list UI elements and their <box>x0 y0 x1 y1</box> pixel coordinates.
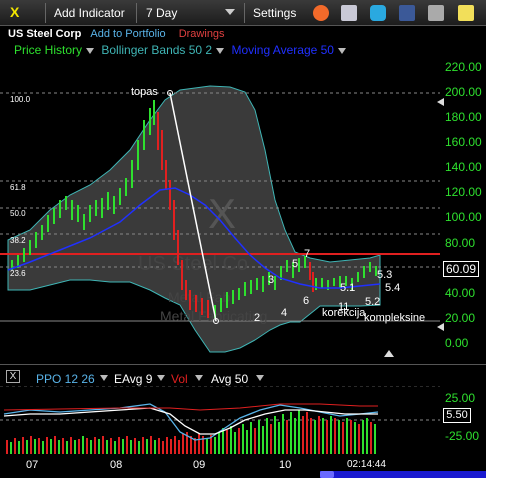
fib-level-label: 38.2 <box>10 236 26 245</box>
chevron-down-icon[interactable] <box>225 9 235 15</box>
price-candles-down <box>157 112 314 318</box>
chevron-down-icon[interactable] <box>86 47 95 54</box>
fib-level-label: 61.8 <box>10 183 26 192</box>
toolbar: X Add Indicator 7 Day Settings <box>0 0 486 26</box>
axis-marker-left <box>437 98 444 106</box>
ppo-axis-bottom: -25.00 <box>445 429 480 443</box>
annotation-wave: 6 <box>303 295 310 307</box>
bottom-marker <box>213 318 219 324</box>
close-indicator-button[interactable]: X <box>6 370 20 383</box>
note-icon[interactable] <box>458 5 474 21</box>
page-edge <box>486 0 512 478</box>
annotation-wave: 5.1 <box>340 282 356 294</box>
facebook-icon[interactable] <box>399 5 415 21</box>
eavg-indicator[interactable]: EAvg 9 <box>114 372 153 386</box>
last-update-time: 02:14:44 <box>347 459 386 470</box>
indicator-row: Price History Bollinger Bands 50 2 Movin… <box>14 43 350 57</box>
chevron-down-icon[interactable] <box>157 375 165 381</box>
timeline-scrollbar[interactable] <box>320 471 486 478</box>
toolbar-divider <box>45 3 46 23</box>
y-axis-label: 0.00 <box>445 336 469 350</box>
annotation-wave: 5.3 <box>377 269 393 281</box>
annotation-korekcija: korekcija <box>322 307 366 319</box>
topas-trend-line <box>169 92 217 322</box>
drawings-link[interactable]: Drawings <box>178 28 225 40</box>
annotation-wave: 7 <box>304 248 311 260</box>
ppo-axis-top: 25.00 <box>445 391 476 405</box>
y-axis-label: 100.00 <box>445 210 482 224</box>
moving-average-indicator[interactable]: Moving Average 50 <box>231 43 334 57</box>
ppo-current-value: 5.50 <box>443 408 471 423</box>
fib-level-label: 23.6 <box>10 269 26 278</box>
toolbar-divider <box>244 3 245 23</box>
close-chart-button[interactable]: X <box>10 4 20 20</box>
vol-indicator[interactable]: Vol <box>171 372 188 386</box>
bollinger-indicator[interactable]: Bollinger Bands 50 2 <box>101 43 213 57</box>
watermark-industry-full: Metal Fabricating <box>160 308 267 324</box>
settings-button[interactable]: Settings <box>253 6 297 20</box>
ppo-indicator[interactable]: PPO 12 26 <box>36 372 95 386</box>
annotation-wave: 5.2 <box>365 296 381 308</box>
scrollbar-thumb[interactable] <box>320 471 334 478</box>
add-indicator-button[interactable]: Add Indicator <box>54 6 125 20</box>
x-axis-label: 10 <box>279 459 292 471</box>
annotation-wave: 2 <box>254 312 261 324</box>
y-axis-label: 80.00 <box>445 236 476 250</box>
annotation-wave: 11 <box>338 301 350 313</box>
volume-bars <box>6 410 376 454</box>
lower-indicator-bar: X PPO 12 26 EAvg 9 Vol Avg 50 <box>0 364 486 386</box>
chevron-down-icon[interactable] <box>256 375 264 381</box>
add-to-portfolio-link[interactable]: Add to Portfolio <box>90 28 166 40</box>
y-axis-label: 120.00 <box>445 185 482 199</box>
y-axis-label: 180.00 <box>445 110 482 124</box>
y-axis-label: 200.00 <box>445 85 482 99</box>
x-axis-label: 08 <box>110 459 123 471</box>
axis-marker-left <box>437 323 444 331</box>
annotation-topas: topas <box>131 86 158 98</box>
toolbar-divider <box>136 3 137 23</box>
symbol-row: US Steel Corp Add to Portfolio Drawings <box>8 28 225 40</box>
watermark-x: X <box>208 190 236 237</box>
y-axis-label: 40.00 <box>445 286 476 300</box>
annotation-wave: 3 <box>268 274 275 286</box>
y-axis-label: 160.00 <box>445 135 482 149</box>
y-axis-label: 20.00 <box>445 311 476 325</box>
price-candles <box>11 100 377 318</box>
annotation-kompleksine: kompleksine <box>364 312 426 324</box>
layers-icon[interactable] <box>341 5 357 21</box>
annotation-wave: 5.4 <box>385 282 401 294</box>
chevron-down-icon[interactable] <box>195 375 203 381</box>
watermark-name: US Steel Co <box>138 253 248 275</box>
bollinger-band-area <box>7 85 381 353</box>
current-price-badge: 60.09 <box>443 261 479 277</box>
twitter-icon[interactable] <box>370 5 386 21</box>
fib-level-label: 100.0 <box>10 95 31 104</box>
period-select[interactable]: 7 Day <box>146 6 178 20</box>
avg-indicator[interactable]: Avg 50 <box>211 372 249 386</box>
topas-marker <box>167 90 173 96</box>
camera-icon[interactable] <box>428 5 444 21</box>
chevron-down-icon[interactable] <box>100 375 108 381</box>
y-axis-label: 220.00 <box>445 60 482 74</box>
vol-avg-line <box>3 403 378 411</box>
alarm-clock-icon[interactable] <box>313 5 329 21</box>
x-axis-label: 09 <box>193 459 206 471</box>
price-history-indicator[interactable]: Price History <box>14 43 83 57</box>
chevron-down-icon[interactable] <box>337 47 346 54</box>
ppo-volume-chart[interactable] <box>0 386 486 456</box>
watermark-industry: Metal Fab <box>168 289 230 305</box>
eavg-line <box>3 407 378 435</box>
annotation-wave: 4 <box>281 307 288 319</box>
x-axis-label: 07 <box>26 459 39 471</box>
y-axis-label: 140.00 <box>445 160 482 174</box>
moving-average-line <box>7 187 381 289</box>
chevron-down-icon[interactable] <box>216 47 225 54</box>
scroll-up-marker <box>384 350 394 357</box>
price-chart[interactable]: X US Steel Co Metal Fab Metal Fabricatin… <box>0 58 486 362</box>
fib-level-label: 50.0 <box>10 209 26 218</box>
symbol-name: US Steel Corp <box>8 28 82 40</box>
annotation-wave: 5 <box>292 258 299 270</box>
